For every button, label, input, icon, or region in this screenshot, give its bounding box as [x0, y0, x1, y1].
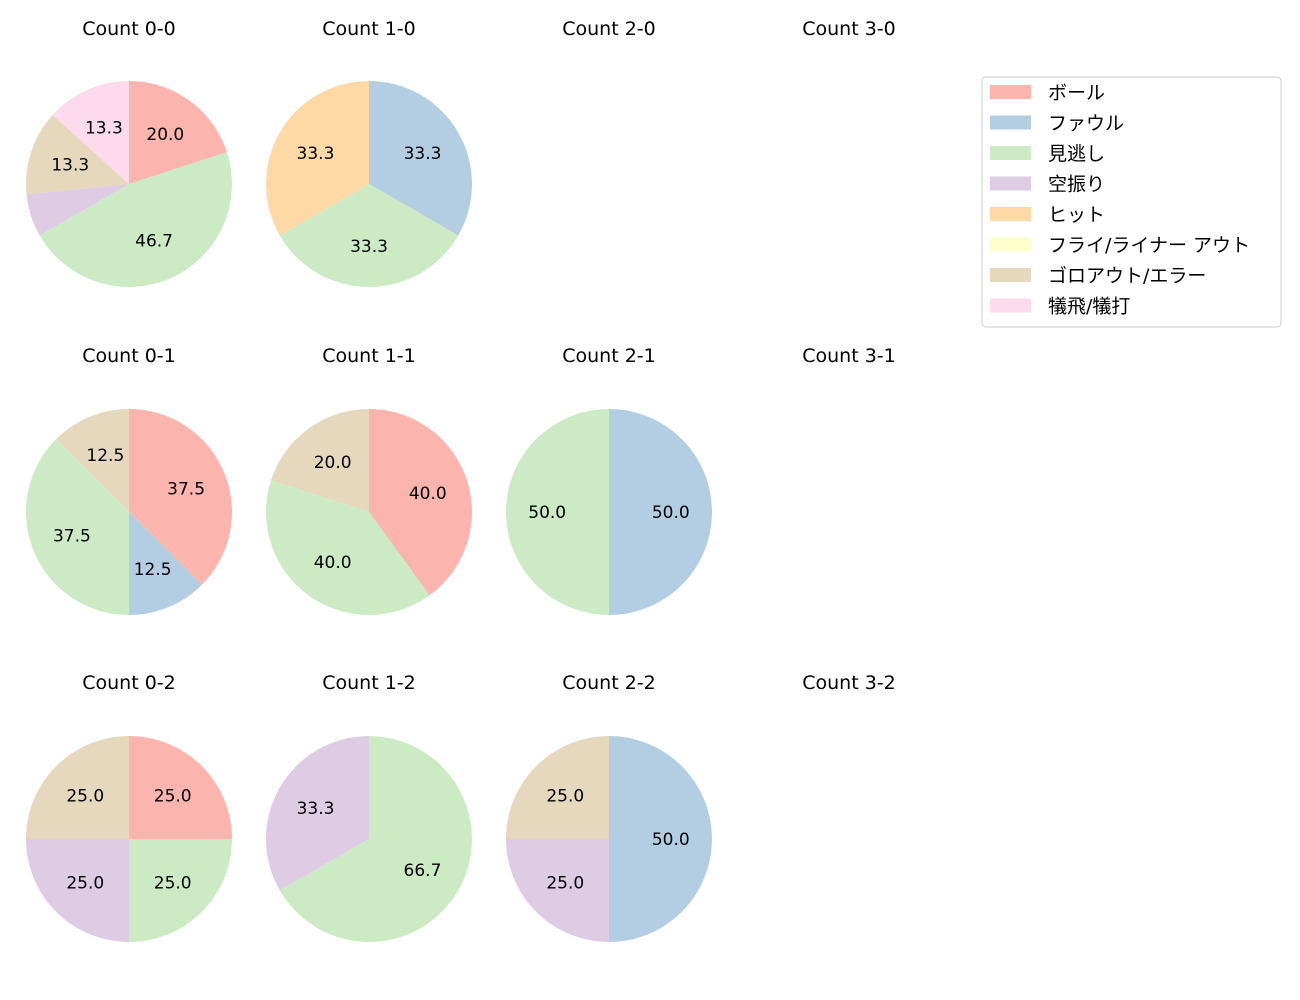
legend-label: 犠飛/犠打 [1048, 296, 1130, 318]
pie-slice-3 [506, 839, 609, 942]
pie-title: Count 3-0 [802, 18, 896, 40]
legend-label: ファウル [1048, 113, 1124, 135]
pie-title: Count 2-1 [562, 345, 656, 367]
pie-slice-3 [266, 736, 369, 891]
legend-label: フライ/ライナー アウト [1048, 235, 1250, 257]
slice-label: 20.0 [146, 125, 184, 145]
slice-label: 50.0 [652, 830, 690, 850]
slice-label: 40.0 [409, 484, 447, 504]
pie-slice-2 [266, 480, 430, 616]
slice-label: 46.7 [135, 231, 173, 251]
legend-label: ボール [1048, 82, 1105, 104]
slice-label: 25.0 [66, 786, 104, 806]
pie-slice-1 [369, 81, 472, 236]
slice-label: 37.5 [53, 527, 91, 547]
slice-label: 25.0 [66, 874, 104, 894]
legend-label: 空振り [1048, 174, 1105, 196]
pie-slice-0 [369, 409, 472, 596]
legend-swatch [990, 237, 1031, 252]
pie-title: Count 2-2 [562, 672, 656, 694]
pie-slice-2 [39, 152, 233, 287]
pie-slice-7 [52, 81, 129, 184]
slice-label: 12.5 [134, 560, 172, 580]
pie-slice-6 [506, 736, 609, 839]
slice-label: 25.0 [154, 874, 192, 894]
legend-swatch [990, 115, 1031, 130]
pie-slice-2 [129, 839, 232, 942]
slice-label: 33.3 [297, 144, 335, 164]
slice-label: 66.7 [404, 861, 442, 881]
legend-swatch [990, 268, 1031, 282]
slice-label: 25.0 [546, 874, 584, 894]
slice-label: 33.3 [404, 144, 442, 164]
pie-title: Count 0-2 [82, 672, 176, 694]
pie-slice-2 [279, 736, 473, 942]
slice-label: 13.3 [51, 156, 89, 176]
pie-slice-1 [609, 736, 712, 942]
pie-title: Count 3-1 [802, 345, 896, 367]
pie-slice-3 [26, 184, 130, 236]
pie-slice-6 [271, 409, 369, 512]
legend-swatch [990, 146, 1031, 160]
slice-label: 37.5 [167, 479, 205, 499]
slice-label: 20.0 [314, 453, 352, 473]
pie-title: Count 3-2 [802, 672, 896, 694]
slice-label: 33.3 [297, 799, 335, 819]
slice-label: 25.0 [546, 786, 584, 806]
legend-label: ゴロアウト/エラー [1048, 265, 1206, 287]
legend-label: ヒット [1048, 204, 1105, 226]
pie-slice-6 [26, 736, 129, 839]
legend-swatch [990, 85, 1031, 99]
pie-slice-4 [266, 81, 369, 236]
pie-slice-0 [129, 736, 232, 839]
slice-label: 25.0 [154, 786, 192, 806]
pie-slice-6 [56, 409, 130, 512]
pie-slice-1 [609, 409, 712, 615]
pie-title: Count 0-1 [82, 345, 176, 367]
pie-title: Count 1-2 [322, 672, 416, 694]
slice-label: 33.3 [350, 237, 388, 257]
pie-slice-2 [506, 409, 609, 615]
pie-slice-3 [26, 839, 129, 942]
legend-label: 見逃し [1048, 143, 1105, 165]
slice-label: 13.3 [85, 119, 123, 139]
legend-swatch [990, 298, 1031, 313]
pie-title: Count 1-1 [322, 345, 416, 367]
slice-label: 50.0 [528, 503, 566, 523]
pie-title: Count 0-0 [82, 18, 176, 40]
slice-label: 40.0 [314, 553, 352, 573]
pie-title: Count 2-0 [562, 18, 656, 40]
slice-label: 50.0 [652, 503, 690, 523]
pie-slice-6 [26, 114, 129, 195]
pie-slice-0 [129, 409, 232, 585]
pie-slice-2 [26, 439, 129, 615]
pie-slice-0 [129, 81, 227, 184]
pie-slice-1 [129, 512, 202, 615]
slice-label: 12.5 [86, 446, 124, 466]
legend-swatch [990, 207, 1031, 221]
legend-swatch [990, 176, 1031, 191]
pie-title: Count 1-0 [322, 18, 416, 40]
legend-box [981, 76, 1282, 328]
